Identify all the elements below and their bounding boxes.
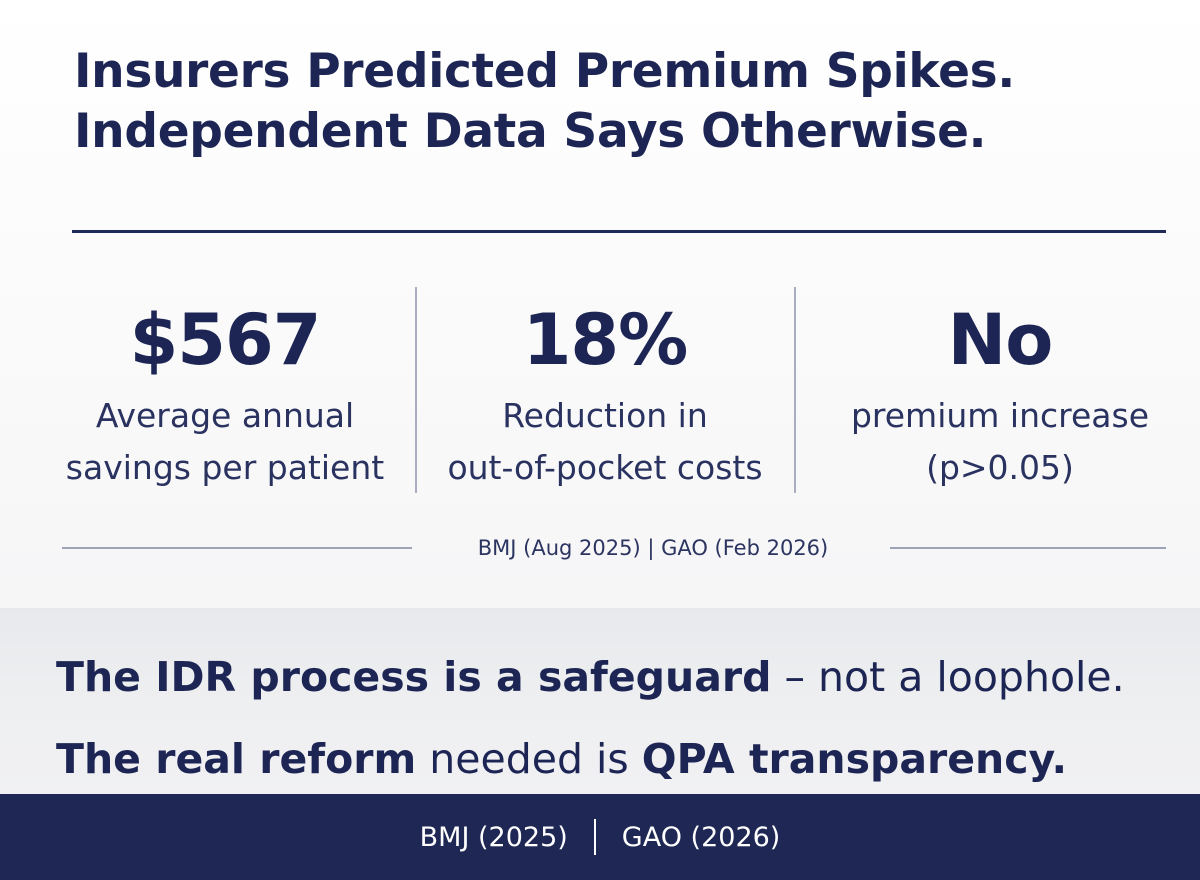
headline-divider bbox=[72, 230, 1166, 233]
key-message-line-1: The IDR process is a safeguard – not a l… bbox=[56, 636, 1196, 718]
source-rule-right bbox=[890, 547, 1166, 549]
stat-reduction: 18% Reduction in out-of-pocket costs bbox=[420, 290, 790, 494]
footer-source-left: BMJ (2025) bbox=[419, 821, 568, 853]
key-message-line-2-bold-2: QPA transparency. bbox=[641, 735, 1068, 783]
key-message-line-1-bold: The IDR process is a safeguard bbox=[56, 653, 772, 701]
stat-savings-label-line-1: Average annual bbox=[95, 396, 355, 435]
stat-premium-label-line-2: (p>0.05) bbox=[926, 448, 1074, 487]
stat-reduction-value: 18% bbox=[522, 299, 689, 381]
stat-premium-label-line-1: premium increase bbox=[850, 396, 1150, 435]
stat-premium-label: premium increase (p>0.05) bbox=[800, 390, 1200, 494]
source-row: BMJ (Aug 2025) | GAO (Feb 2026) bbox=[62, 530, 1166, 566]
footer-source-right: GAO (2026) bbox=[621, 821, 781, 853]
source-citation: BMJ (Aug 2025) | GAO (Feb 2026) bbox=[477, 536, 829, 560]
stat-reduction-label-line-2: out-of-pocket costs bbox=[447, 448, 763, 487]
headline-line-1: Insurers Predicted Premium Spikes. bbox=[74, 44, 1015, 99]
key-message-line-2: The real reform needed is QPA transparen… bbox=[56, 718, 1196, 800]
stat-premium-value: No bbox=[947, 299, 1054, 381]
headline-line-2: Independent Data Says Otherwise. bbox=[74, 104, 987, 159]
stat-reduction-label-line-1: Reduction in bbox=[502, 396, 708, 435]
stat-savings-label: Average annual savings per patient bbox=[40, 390, 410, 494]
stat-reduction-label: Reduction in out-of-pocket costs bbox=[420, 390, 790, 494]
stat-divider-2 bbox=[794, 287, 796, 493]
key-message: The IDR process is a safeguard – not a l… bbox=[56, 636, 1196, 800]
headline: Insurers Predicted Premium Spikes. Indep… bbox=[74, 42, 1154, 162]
source-rule-left bbox=[62, 547, 412, 549]
stat-premium: No premium increase (p>0.05) bbox=[800, 290, 1200, 494]
stat-savings: $567 Average annual savings per patient bbox=[40, 290, 410, 494]
key-message-line-2-bold-1: The real reform bbox=[56, 735, 417, 783]
key-message-line-1-rest: – not a loophole. bbox=[771, 653, 1125, 701]
footer-separator bbox=[593, 819, 596, 855]
stat-savings-value: $567 bbox=[129, 299, 322, 381]
footer-bar: BMJ (2025) GAO (2026) bbox=[0, 794, 1200, 880]
key-message-line-2-mid: needed is bbox=[416, 735, 642, 783]
stat-savings-label-line-2: savings per patient bbox=[65, 448, 385, 487]
stat-divider-1 bbox=[415, 287, 417, 493]
message-band bbox=[0, 608, 1200, 794]
